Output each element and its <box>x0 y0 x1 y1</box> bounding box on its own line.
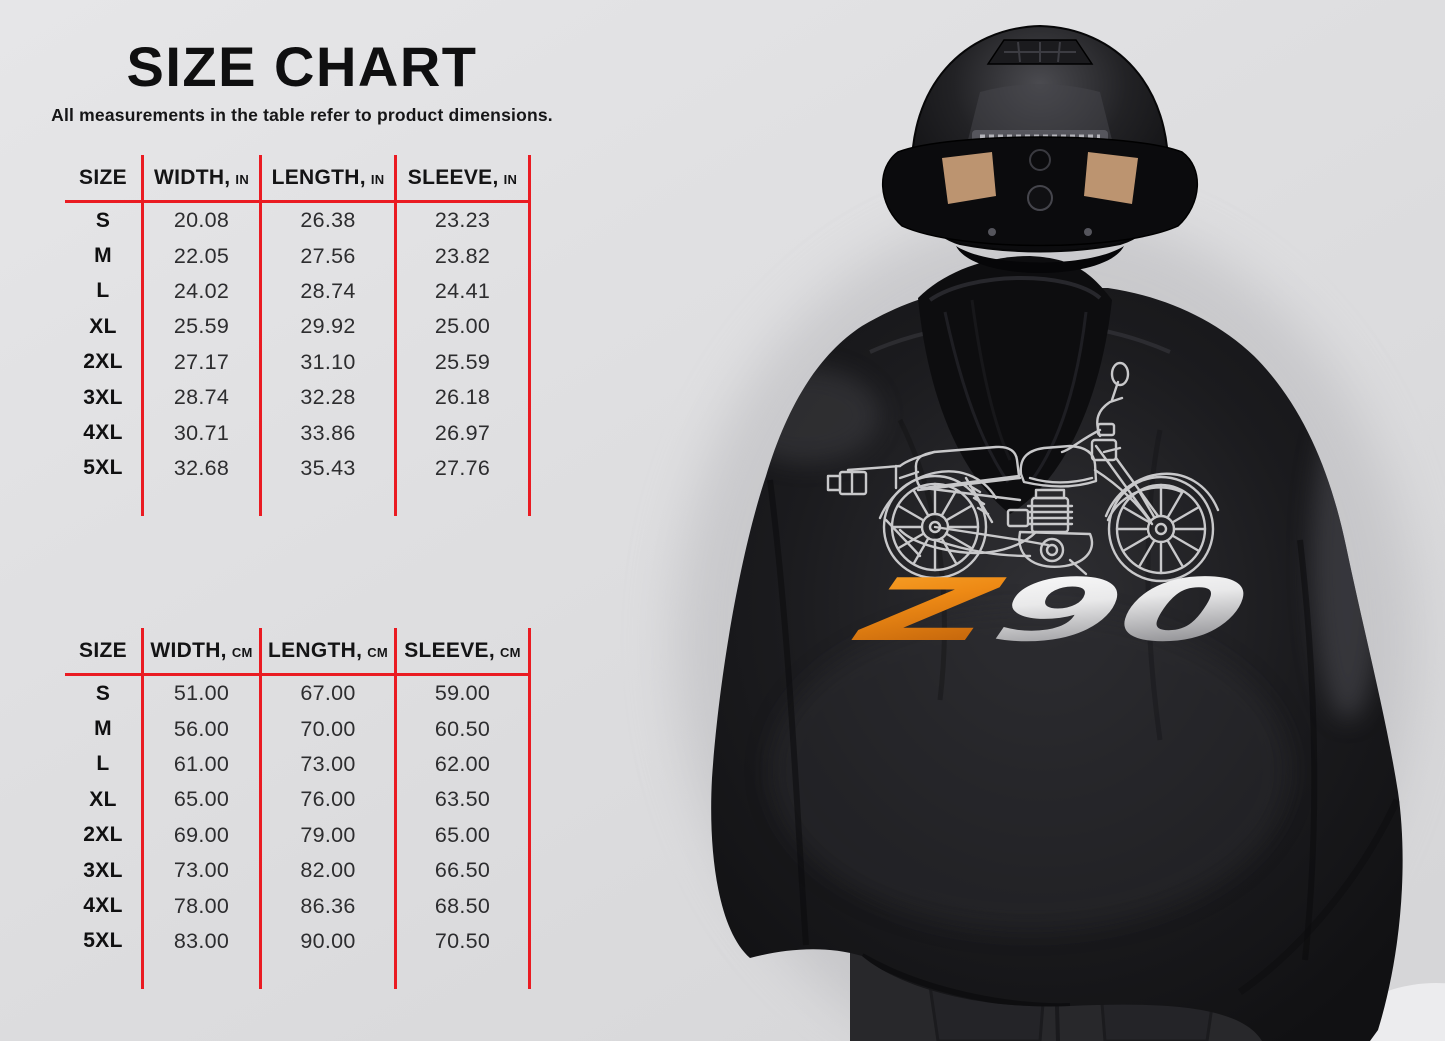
column-header: SIZE <box>65 628 141 676</box>
size-chart-panel: SIZE CHART All measurements in the table… <box>0 0 604 126</box>
measurement-value: 67.00 <box>259 676 394 712</box>
size-label: 2XL <box>83 350 123 374</box>
table-edge <box>65 959 141 989</box>
measurement-value: 29.92 <box>259 309 394 345</box>
table-edge <box>394 486 531 517</box>
unit-label: CM <box>367 644 389 660</box>
helmet-graphic <box>882 24 1198 273</box>
table-edge <box>259 959 394 990</box>
unit-label: IN <box>503 171 518 187</box>
table-edge <box>65 486 141 516</box>
measurement-value: 59.00 <box>394 676 531 712</box>
size-label: M <box>94 717 112 741</box>
measurement-value: 61.00 <box>141 746 259 783</box>
size-label: 4XL <box>83 894 123 918</box>
measurement-value: 70.50 <box>394 923 531 960</box>
measurement-value: 25.59 <box>394 344 531 380</box>
size-label: 5XL <box>83 929 123 953</box>
page-subtitle: All measurements in the table refer to p… <box>51 104 553 125</box>
column-header: SIZE <box>65 155 141 203</box>
z90-logo-90: 90 <box>982 561 1260 661</box>
unit-label: CM <box>499 644 521 660</box>
measurement-value: 28.74 <box>259 273 394 310</box>
measurement-value: 68.50 <box>394 888 531 924</box>
size-label: 4XL <box>83 421 123 445</box>
measurement-value: 90.00 <box>259 923 394 960</box>
measurement-value: 24.02 <box>141 273 259 310</box>
size-label: L <box>96 279 110 303</box>
measurement-value: 51.00 <box>141 676 259 712</box>
measurement-value: 79.00 <box>259 817 394 853</box>
column-header: SLEEVE, CM <box>394 628 531 676</box>
page-title: SIZE CHART <box>126 35 478 98</box>
measurement-value: 26.38 <box>259 203 394 239</box>
size-label: XL <box>89 314 117 338</box>
size-label: S <box>95 208 111 232</box>
table-edge <box>141 959 259 990</box>
z90-logo: Z 90 <box>845 561 1260 661</box>
measurement-value: 25.59 <box>141 309 259 345</box>
measurement-value: 28.74 <box>141 379 259 416</box>
size-table-inches: SIZE WIDTH, IN LENGTH, IN SLEEVE, IN S 20.08 26.3… <box>65 155 531 517</box>
measurement-value: 86.36 <box>259 888 394 924</box>
measurement-value: 66.50 <box>394 852 531 889</box>
measurement-value: 27.56 <box>259 238 394 274</box>
measurement-value: 65.00 <box>141 782 259 818</box>
measurement-value: 76.00 <box>259 782 394 818</box>
table-edge <box>141 486 259 517</box>
unit-label: IN <box>370 171 385 187</box>
size-table-cm: SIZE WIDTH, CM LENGTH, CM SLEEVE, CM S 51.00 67.0… <box>65 628 531 990</box>
column-header: SLEEVE, IN <box>394 155 531 203</box>
measurement-value: 31.10 <box>259 344 394 380</box>
measurement-value: 65.00 <box>394 817 531 853</box>
measurement-value: 23.82 <box>394 238 531 274</box>
measurement-value: 26.97 <box>394 415 531 451</box>
unit-label: IN <box>235 171 250 187</box>
column-header: WIDTH, CM <box>141 628 259 676</box>
measurement-value: 23.23 <box>394 203 531 239</box>
unit-label: CM <box>231 644 253 660</box>
measurement-value: 73.00 <box>141 852 259 889</box>
measurement-value: 25.00 <box>394 309 531 345</box>
size-label: 3XL <box>83 858 123 882</box>
size-label: S <box>95 681 111 705</box>
measurement-value: 70.00 <box>259 711 394 747</box>
hoodie-graphic <box>711 288 1403 1041</box>
column-header: LENGTH, CM <box>259 628 394 676</box>
measurement-value: 63.50 <box>394 782 531 818</box>
measurement-value: 22.05 <box>141 238 259 274</box>
measurement-value: 69.00 <box>141 817 259 853</box>
measurement-value: 33.86 <box>259 415 394 451</box>
measurement-value: 56.00 <box>141 711 259 747</box>
size-label: L <box>96 752 110 776</box>
measurement-value: 32.68 <box>141 450 259 487</box>
measurement-value: 30.71 <box>141 415 259 451</box>
size-label: 3XL <box>83 385 123 409</box>
size-label: 5XL <box>83 456 123 480</box>
measurement-value: 35.43 <box>259 450 394 487</box>
measurement-value: 78.00 <box>141 888 259 924</box>
person-photo: Z 90 <box>675 24 1445 1041</box>
size-label: 2XL <box>83 823 123 847</box>
size-label: XL <box>89 787 117 811</box>
measurement-value: 20.08 <box>141 203 259 239</box>
measurement-value: 27.76 <box>394 450 531 487</box>
table-edge <box>259 486 394 517</box>
column-header: LENGTH, IN <box>259 155 394 203</box>
table-edge <box>394 959 531 990</box>
measurement-value: 26.18 <box>394 379 531 416</box>
measurement-value: 27.17 <box>141 344 259 380</box>
measurement-value: 32.28 <box>259 379 394 416</box>
measurement-value: 73.00 <box>259 746 394 783</box>
measurement-value: 83.00 <box>141 923 259 960</box>
size-label: M <box>94 244 112 268</box>
motorcycle-graphic <box>826 361 1220 583</box>
measurement-value: 82.00 <box>259 852 394 889</box>
measurement-value: 62.00 <box>394 746 531 783</box>
measurement-value: 24.41 <box>394 273 531 310</box>
measurement-value: 60.50 <box>394 711 531 747</box>
column-header: WIDTH, IN <box>141 155 259 203</box>
